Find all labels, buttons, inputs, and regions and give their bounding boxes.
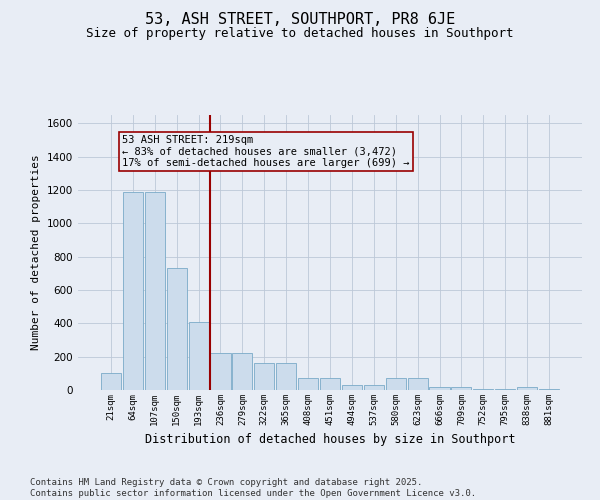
Bar: [495, 389, 515, 390]
Bar: [232, 354, 253, 390]
Bar: [276, 364, 296, 390]
Text: Contains HM Land Registry data © Crown copyright and database right 2025.
Contai: Contains HM Land Registry data © Crown c…: [30, 478, 476, 498]
Bar: [254, 364, 274, 390]
Bar: [386, 378, 406, 390]
Bar: [342, 385, 362, 390]
Bar: [473, 389, 493, 390]
Bar: [123, 192, 143, 390]
Bar: [539, 389, 559, 390]
Bar: [167, 268, 187, 390]
Bar: [407, 378, 428, 390]
Bar: [211, 354, 230, 390]
Bar: [188, 322, 209, 390]
Text: 53 ASH STREET: 219sqm
← 83% of detached houses are smaller (3,472)
17% of semi-d: 53 ASH STREET: 219sqm ← 83% of detached …: [122, 135, 409, 168]
Bar: [430, 386, 449, 390]
Bar: [451, 386, 472, 390]
Text: 53, ASH STREET, SOUTHPORT, PR8 6JE: 53, ASH STREET, SOUTHPORT, PR8 6JE: [145, 12, 455, 28]
Bar: [517, 386, 537, 390]
Bar: [320, 378, 340, 390]
Bar: [101, 374, 121, 390]
Bar: [298, 378, 318, 390]
X-axis label: Distribution of detached houses by size in Southport: Distribution of detached houses by size …: [145, 434, 515, 446]
Y-axis label: Number of detached properties: Number of detached properties: [31, 154, 41, 350]
Text: Size of property relative to detached houses in Southport: Size of property relative to detached ho…: [86, 28, 514, 40]
Bar: [364, 385, 384, 390]
Bar: [145, 192, 165, 390]
